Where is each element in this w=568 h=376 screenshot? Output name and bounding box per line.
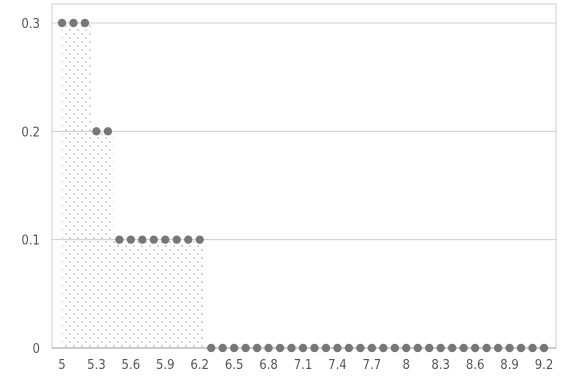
data-point: [528, 343, 537, 353]
data-point: [470, 343, 480, 353]
y-tick-label: 0: [33, 342, 40, 357]
data-point: [69, 18, 78, 28]
data-point: [436, 343, 445, 353]
x-tick-label: 8.6: [466, 358, 485, 373]
data-point: [298, 343, 308, 353]
area-layer: [62, 23, 544, 348]
data-point: [402, 343, 411, 353]
data-point: [241, 343, 250, 353]
data-point: [252, 343, 262, 353]
x-tick-label: 6.5: [225, 358, 244, 373]
data-point: [367, 343, 377, 353]
y-axis-ticks: 0 0.1 0.2 0.3: [21, 17, 40, 357]
x-tick-label: 5.6: [122, 358, 141, 373]
data-point: [206, 343, 216, 353]
data-point: [447, 343, 457, 353]
y-tick-label: 0.3: [21, 17, 40, 32]
y-tick-label: 0.2: [21, 125, 40, 140]
x-tick-label: 9.2: [535, 358, 554, 373]
data-point: [516, 343, 526, 353]
data-point: [103, 127, 113, 136]
x-tick-label: 6.8: [259, 358, 278, 373]
data-point: [425, 343, 434, 353]
data-point: [229, 343, 239, 353]
data-point: [57, 18, 67, 28]
x-tick-label: 6.2: [190, 358, 209, 373]
data-point: [390, 343, 400, 353]
data-point: [80, 18, 90, 28]
data-point: [344, 343, 354, 353]
x-tick-label: 7.7: [363, 358, 382, 373]
y-tick-label: 0.1: [21, 234, 40, 249]
data-point: [264, 343, 273, 353]
data-point: [195, 235, 204, 244]
x-tick-label: 5.3: [87, 358, 106, 373]
data-point: [505, 343, 514, 353]
x-axis-ticks: 5 5.3 5.6 5.9 6.2 6.5 6.8 7.1 7.4 7.7 8 8.3 8.6 8.9 9.…: [58, 358, 553, 373]
data-point: [275, 343, 285, 353]
data-point: [126, 235, 136, 244]
data-point: [310, 343, 319, 353]
area-fill: [62, 23, 544, 348]
data-point: [482, 343, 491, 353]
data-point: [413, 343, 422, 353]
data-point: [287, 343, 296, 353]
data-point: [172, 235, 181, 244]
markers: [57, 18, 549, 353]
x-tick-label: 8: [403, 358, 410, 373]
data-point: [493, 343, 503, 353]
data-point: [92, 127, 101, 136]
x-tick-label: 7.4: [328, 358, 347, 373]
x-tick-label: 7.1: [294, 358, 313, 373]
data-point: [184, 235, 193, 244]
data-point: [356, 343, 365, 353]
data-point: [459, 343, 468, 353]
data-point: [539, 343, 549, 353]
data-point: [115, 235, 124, 244]
data-point: [149, 235, 159, 244]
data-point: [321, 343, 331, 353]
x-tick-label: 5.9: [156, 358, 175, 373]
data-point: [218, 343, 227, 353]
data-point: [161, 235, 170, 244]
data-point: [379, 343, 388, 353]
x-tick-label: 5: [58, 358, 65, 373]
data-point: [333, 343, 342, 353]
x-tick-label: 8.9: [500, 358, 519, 373]
x-tick-label: 8.3: [431, 358, 450, 373]
data-point: [138, 235, 147, 244]
